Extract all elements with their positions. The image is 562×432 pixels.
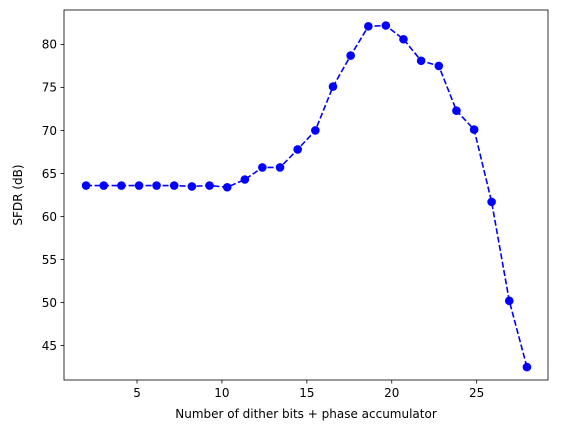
y-tick-label: 75	[42, 81, 57, 95]
data-point	[504, 296, 514, 306]
data-point	[99, 181, 109, 190]
data-point	[487, 197, 496, 207]
data-point	[222, 182, 232, 192]
data-point	[134, 181, 144, 190]
y-tick-label: 50	[42, 296, 57, 310]
y-axis-label: SFDR (dB)	[11, 164, 25, 225]
data-point	[169, 181, 179, 190]
plot-layer	[81, 21, 532, 372]
data-point	[311, 126, 320, 135]
data-point	[258, 163, 267, 172]
data-point	[434, 61, 444, 71]
data-point	[364, 22, 373, 31]
data-point	[328, 82, 338, 91]
data-point	[381, 21, 391, 30]
y-tick-label: 55	[42, 253, 57, 267]
x-axis-ticks: 5 10 15 20 25	[133, 380, 484, 400]
y-tick-label: 65	[42, 167, 57, 181]
y-tick-label: 60	[42, 210, 57, 224]
data-point	[117, 181, 126, 190]
x-tick-label: 15	[299, 386, 314, 400]
data-point	[399, 34, 408, 44]
x-tick-label: 10	[214, 386, 229, 400]
data-point	[346, 51, 355, 60]
data-point	[469, 125, 479, 134]
x-tick-label: 25	[469, 386, 484, 400]
plot-frame	[63, 9, 549, 381]
data-point	[522, 362, 532, 372]
data-point	[152, 181, 161, 190]
y-tick-label: 80	[42, 38, 57, 52]
data-point	[293, 145, 302, 154]
x-tick-label: 5	[133, 386, 141, 400]
y-axis-ticks: 45 50 55 60 65 70 75 80	[42, 38, 64, 353]
y-tick-label: 45	[42, 339, 57, 353]
data-point	[275, 163, 285, 172]
data-point	[452, 106, 461, 115]
x-tick-label: 20	[384, 386, 399, 400]
x-axis-label: Number of dither bits + phase accumulato…	[175, 407, 437, 421]
data-point	[205, 181, 214, 190]
data-point	[416, 56, 426, 66]
y-tick-label: 70	[42, 124, 57, 138]
data-point	[240, 175, 250, 184]
data-point	[187, 182, 197, 191]
data-point	[81, 181, 91, 190]
